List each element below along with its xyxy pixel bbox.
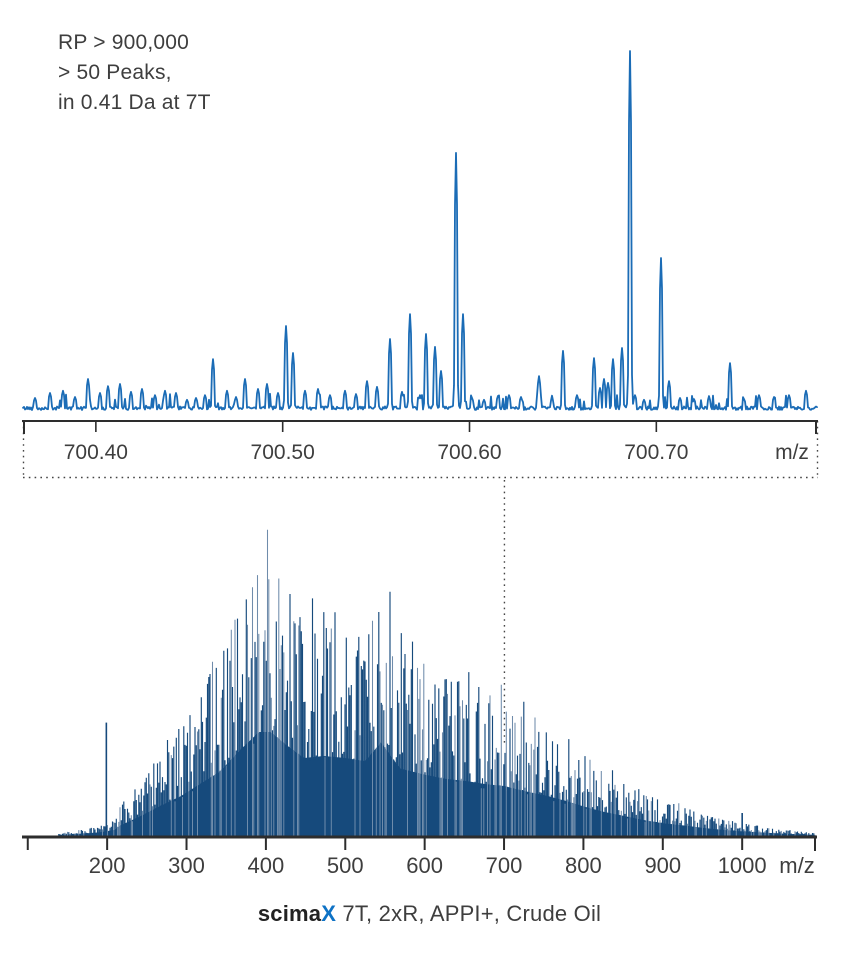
x-tick-label-full: 300: [168, 853, 205, 878]
annotation-line-2: > 50 Peaks,: [58, 61, 172, 84]
x-axis-unit-label-full: m/z: [779, 853, 815, 878]
x-tick-label-zoom: 700.50: [250, 441, 315, 464]
caption-details: 7T, 2xR, APPI+, Crude Oil: [336, 901, 602, 926]
x-tick-label-zoom: 700.40: [63, 441, 128, 464]
annotation-line-3: in 0.41 Da at 7T: [58, 91, 211, 114]
x-tick-label-full: 1000: [717, 853, 767, 878]
x-axis-unit-label-zoom: m/z: [775, 441, 809, 464]
annotation-line-1: RP > 900,000: [58, 31, 190, 54]
brand-accent: X: [321, 901, 337, 926]
x-tick-label-full: 700: [485, 853, 523, 878]
brand-name: scima: [257, 901, 322, 926]
x-tick-label-zoom: 700.60: [437, 441, 502, 464]
x-tick-label-full: 600: [406, 853, 444, 878]
x-tick-label-full: 900: [644, 853, 682, 878]
x-tick-label-full: 500: [326, 853, 364, 878]
x-tick-label-full: 400: [247, 853, 285, 878]
resolution-annotation: RP > 900,000 > 50 Peaks, in 0.41 Da at 7…: [58, 28, 211, 118]
figure-caption: scimaX 7T, 2xR, APPI+, Crude Oil: [0, 901, 859, 927]
x-tick-label-zoom: 700.70: [624, 441, 689, 464]
x-tick-label-full: 800: [565, 853, 602, 878]
x-tick-label-full: 200: [88, 853, 126, 878]
